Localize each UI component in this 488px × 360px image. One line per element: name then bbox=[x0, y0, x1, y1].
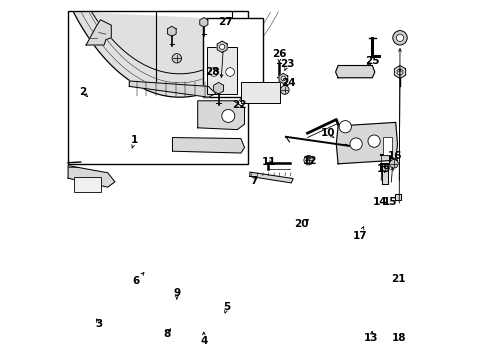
Text: 13: 13 bbox=[363, 333, 378, 343]
Polygon shape bbox=[335, 66, 374, 78]
Polygon shape bbox=[200, 18, 207, 27]
Text: 9: 9 bbox=[173, 288, 180, 298]
Polygon shape bbox=[86, 20, 111, 45]
Polygon shape bbox=[249, 172, 292, 183]
Polygon shape bbox=[382, 166, 387, 184]
Text: 21: 21 bbox=[390, 274, 405, 284]
Text: 14: 14 bbox=[372, 197, 386, 207]
Circle shape bbox=[339, 121, 351, 133]
Circle shape bbox=[280, 86, 288, 94]
Text: 19: 19 bbox=[376, 164, 390, 174]
Bar bbox=[206, 47, 237, 94]
Circle shape bbox=[303, 156, 313, 165]
Text: 10: 10 bbox=[321, 128, 335, 138]
Text: 28: 28 bbox=[204, 67, 219, 77]
Text: 22: 22 bbox=[232, 100, 246, 110]
Text: 25: 25 bbox=[365, 56, 379, 66]
Text: 15: 15 bbox=[382, 197, 396, 207]
Bar bbox=[73, 177, 101, 192]
Circle shape bbox=[389, 159, 397, 168]
Text: 4: 4 bbox=[200, 336, 207, 346]
Text: 6: 6 bbox=[132, 276, 139, 286]
Text: 5: 5 bbox=[223, 302, 230, 312]
Circle shape bbox=[367, 135, 380, 147]
Circle shape bbox=[222, 109, 234, 122]
Bar bbox=[156, 11, 231, 88]
Text: 17: 17 bbox=[352, 231, 366, 241]
Polygon shape bbox=[279, 73, 287, 84]
Text: 27: 27 bbox=[217, 17, 232, 27]
Circle shape bbox=[209, 68, 218, 76]
Circle shape bbox=[392, 31, 407, 45]
Polygon shape bbox=[394, 194, 400, 200]
Text: 24: 24 bbox=[281, 78, 296, 88]
Polygon shape bbox=[213, 82, 223, 94]
Text: 20: 20 bbox=[293, 219, 308, 229]
Polygon shape bbox=[217, 41, 227, 53]
Text: 2: 2 bbox=[80, 87, 87, 97]
Text: 23: 23 bbox=[280, 59, 294, 69]
Text: 12: 12 bbox=[303, 156, 317, 166]
Circle shape bbox=[281, 76, 285, 81]
Circle shape bbox=[396, 34, 403, 41]
Bar bbox=[382, 137, 391, 155]
Text: 8: 8 bbox=[163, 329, 170, 339]
Bar bbox=[203, 18, 262, 97]
Polygon shape bbox=[394, 66, 405, 78]
Polygon shape bbox=[172, 138, 244, 153]
Text: 26: 26 bbox=[272, 49, 286, 59]
Text: 16: 16 bbox=[387, 150, 402, 161]
Circle shape bbox=[172, 54, 181, 63]
Polygon shape bbox=[197, 101, 244, 130]
Polygon shape bbox=[68, 166, 115, 187]
Bar bbox=[68, 11, 247, 164]
Circle shape bbox=[396, 69, 402, 75]
Bar bbox=[241, 82, 280, 103]
Text: 18: 18 bbox=[390, 333, 405, 343]
Polygon shape bbox=[73, 12, 262, 97]
Circle shape bbox=[219, 44, 224, 49]
Circle shape bbox=[225, 68, 234, 76]
Text: 3: 3 bbox=[95, 319, 102, 329]
Circle shape bbox=[349, 138, 362, 150]
Polygon shape bbox=[129, 81, 215, 97]
Polygon shape bbox=[167, 26, 176, 36]
Text: 11: 11 bbox=[261, 157, 276, 167]
Text: 7: 7 bbox=[249, 176, 257, 186]
Text: 1: 1 bbox=[131, 135, 138, 145]
Polygon shape bbox=[336, 122, 397, 164]
